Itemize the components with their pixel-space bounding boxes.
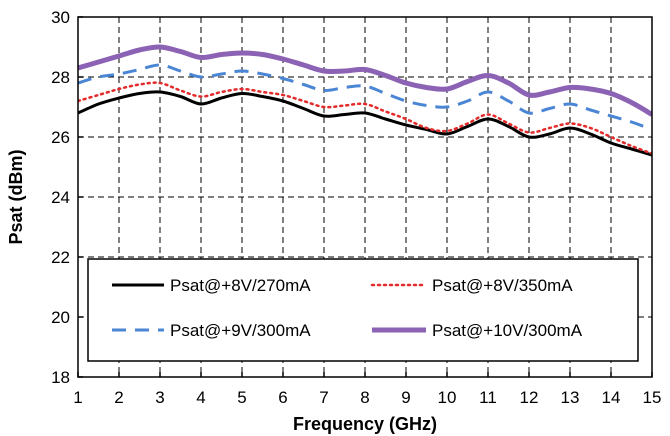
y-tick-label: 20 <box>51 308 70 327</box>
legend-label-psat-9v-300ma: Psat@+9V/300mA <box>170 321 311 340</box>
x-tick-label: 10 <box>438 388 457 407</box>
x-tick-label: 13 <box>561 388 580 407</box>
series-lines <box>78 44 652 157</box>
series-line-psat-8v-350ma <box>78 81 652 155</box>
x-tick-label: 15 <box>643 388 662 407</box>
y-tick-label: 30 <box>51 8 70 27</box>
x-tick-label: 8 <box>360 388 369 407</box>
series-line-psat-10v-300ma <box>78 44 652 117</box>
x-tick-label: 9 <box>401 388 410 407</box>
x-tick-label: 11 <box>479 388 497 407</box>
x-tick-label: 7 <box>319 388 328 407</box>
x-tick-label: 2 <box>114 388 123 407</box>
legend-box <box>87 258 639 362</box>
legend: Psat@+8V/270mA Psat@+8V/350mA Psat@+9V/3… <box>87 258 639 362</box>
y-tick-label: 22 <box>51 248 70 267</box>
x-tick-label: 12 <box>520 388 539 407</box>
y-tick-label: 28 <box>51 68 70 87</box>
legend-label-psat-8v-270ma: Psat@+8V/270mA <box>170 276 311 295</box>
x-tick-label: 4 <box>196 388 205 407</box>
y-tick-label: 24 <box>51 188 70 207</box>
x-tick-label: 1 <box>73 388 82 407</box>
x-tick-label: 14 <box>602 388 621 407</box>
series-line-psat-8v-270ma <box>78 90 652 157</box>
series-line-psat-9v-300ma <box>78 63 652 131</box>
y-axis-ticks: 18 20 22 24 26 28 30 <box>51 8 83 387</box>
x-tick-label: 5 <box>237 388 246 407</box>
y-tick-label: 18 <box>51 368 70 387</box>
x-tick-label: 6 <box>278 388 287 407</box>
x-axis-ticks: 1 2 3 4 5 6 7 8 9 10 11 12 13 14 15 <box>73 372 661 407</box>
y-tick-label: 26 <box>51 128 70 147</box>
x-tick-label: 3 <box>155 388 164 407</box>
legend-label-psat-8v-350ma: Psat@+8V/350mA <box>432 276 573 295</box>
legend-label-psat-10v-300ma: Psat@+10V/300mA <box>432 321 583 340</box>
y-axis-title: Psat (dBm) <box>6 149 26 244</box>
x-axis-title: Frequency (GHz) <box>293 414 437 434</box>
